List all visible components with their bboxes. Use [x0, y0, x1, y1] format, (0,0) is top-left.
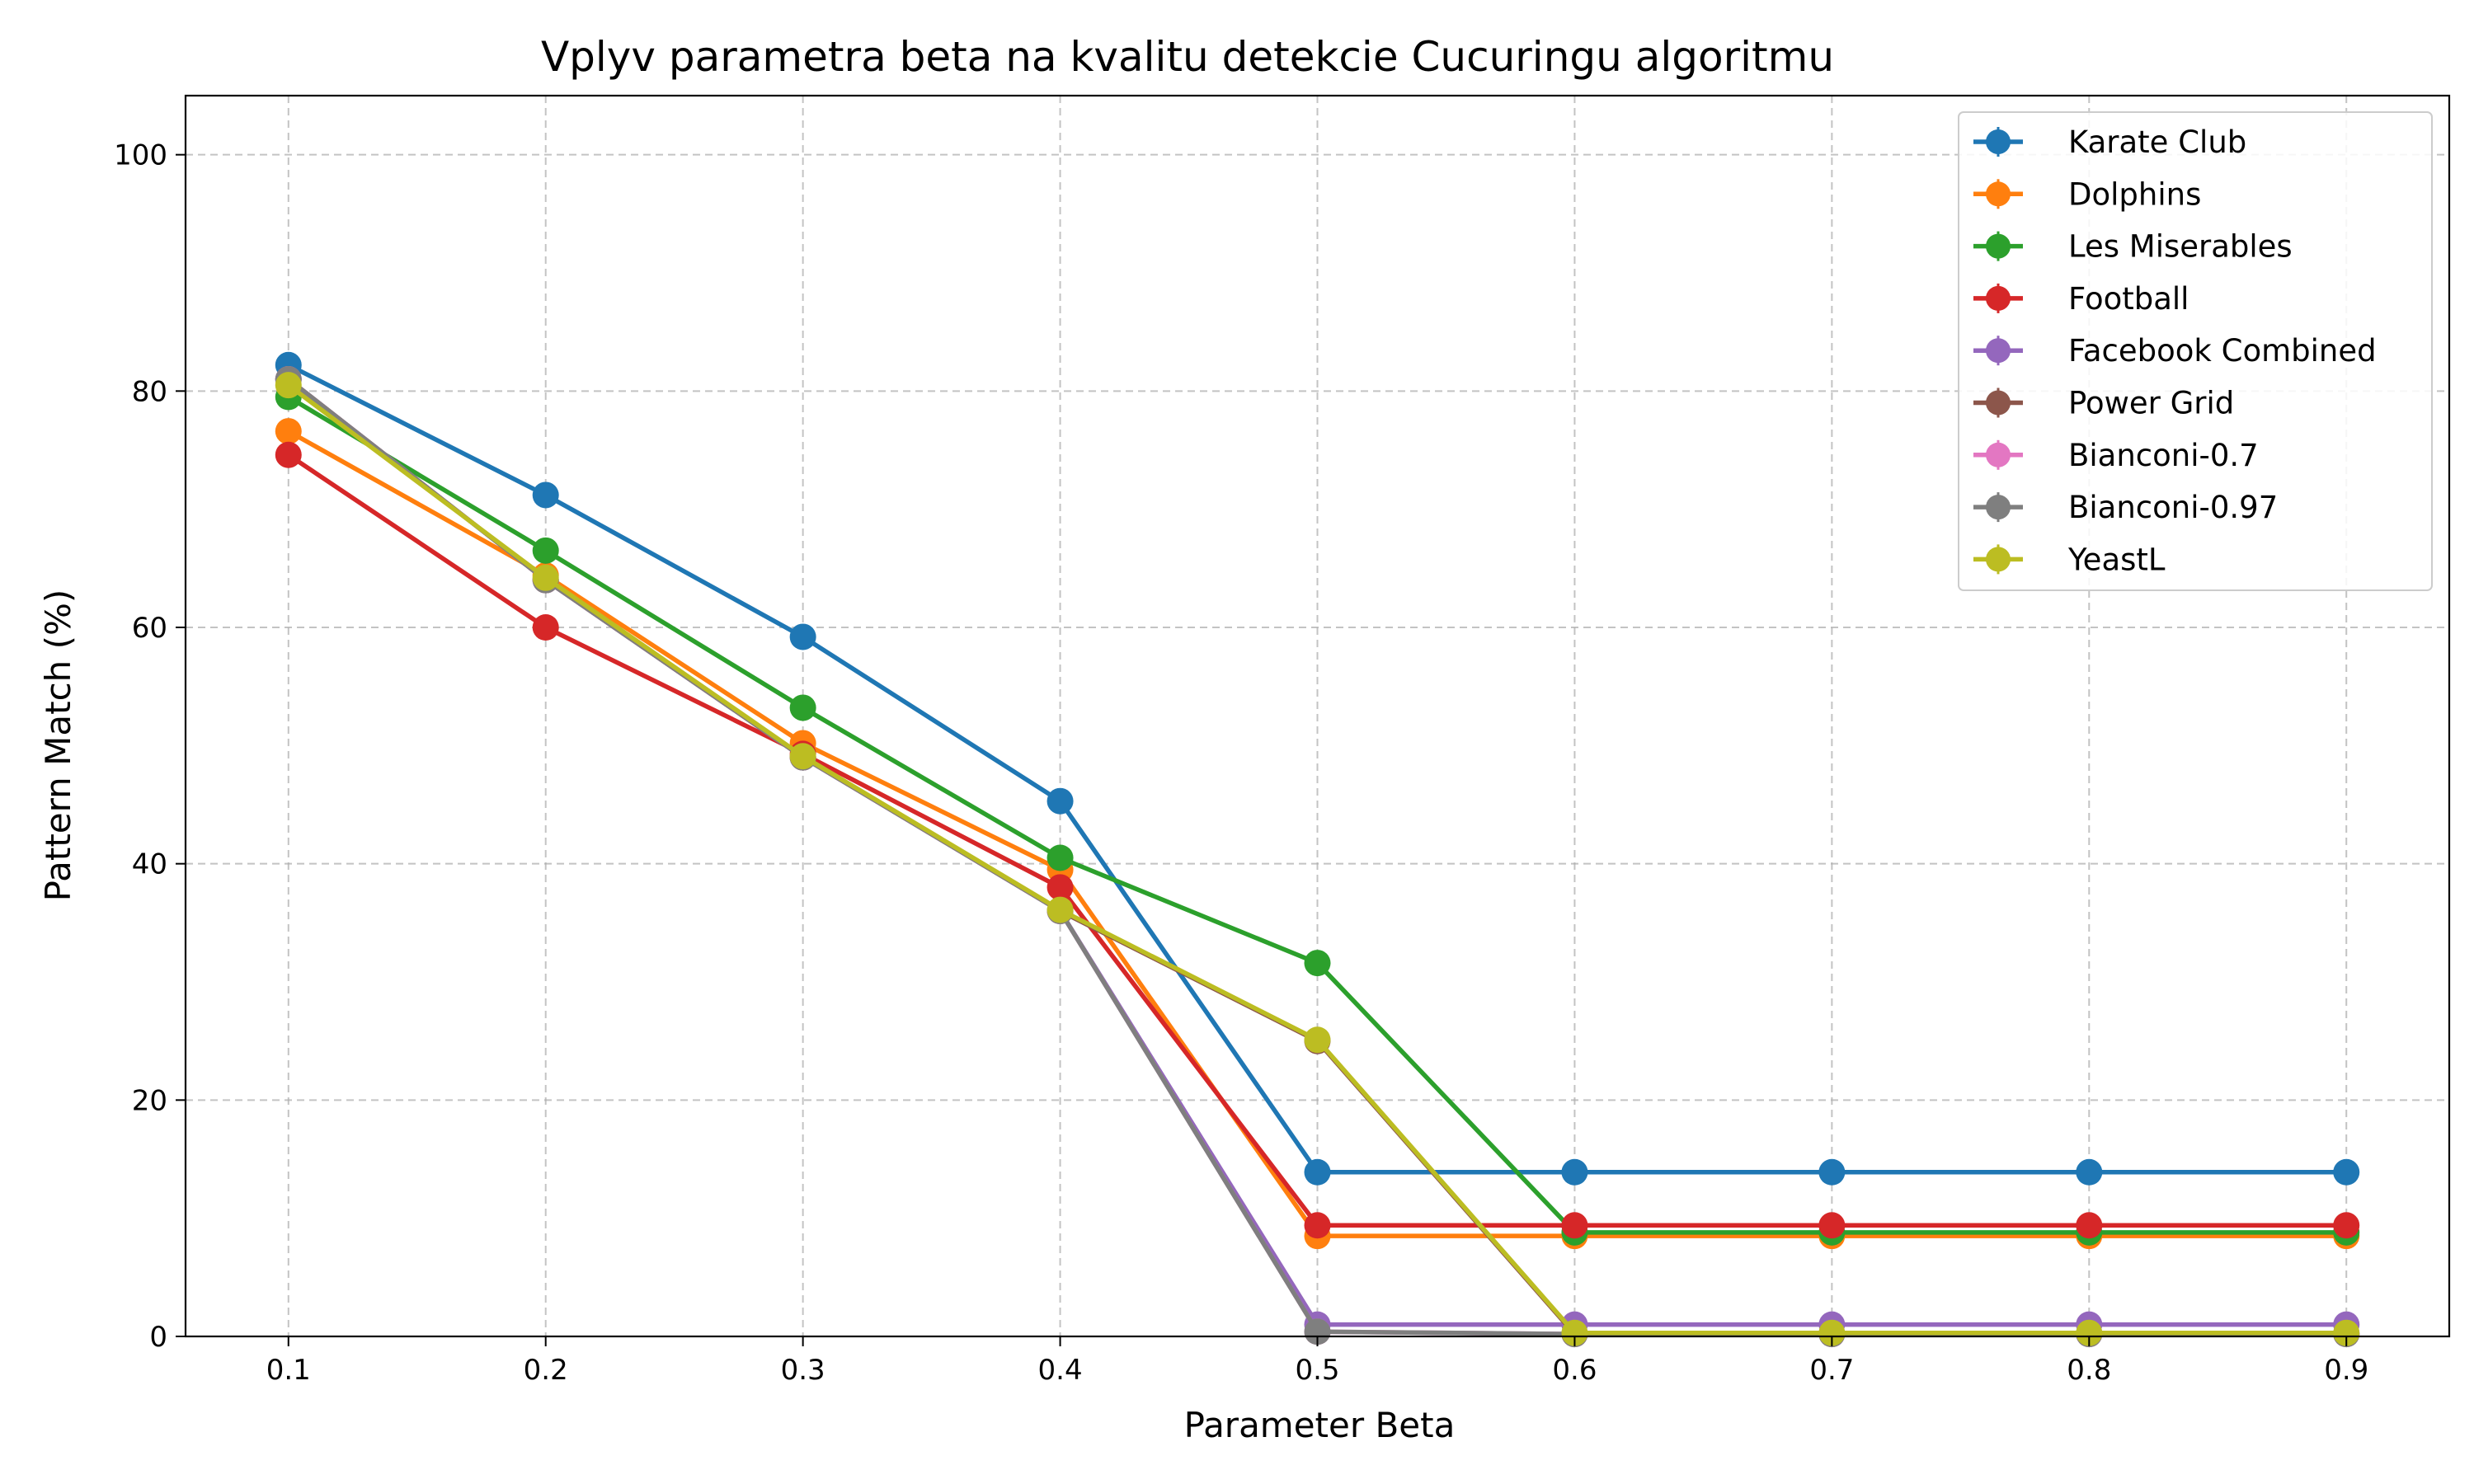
data-point — [1561, 1158, 1588, 1186]
data-point — [1304, 1212, 1331, 1239]
legend-marker — [1986, 442, 2011, 467]
legend-item: Power Grid — [1973, 386, 2234, 421]
data-point — [789, 743, 816, 770]
legend-item: Football — [1973, 281, 2189, 317]
data-point — [1561, 1319, 1588, 1346]
x-tick-label: 0.7 — [1809, 1354, 1854, 1387]
legend-label: Bianconi-0.7 — [2068, 438, 2259, 473]
legend-marker — [1986, 285, 2011, 311]
legend-item: Bianconi-0.7 — [1973, 438, 2259, 473]
y-tick-label: 0 — [149, 1321, 167, 1354]
data-point — [2076, 1158, 2103, 1186]
legend-label: Les Miserables — [2068, 229, 2293, 265]
data-point — [1561, 1212, 1588, 1239]
y-axis-title: Pattern Match (%) — [38, 589, 78, 902]
x-tick-label: 0.9 — [2324, 1354, 2368, 1387]
legend-label: Facebook Combined — [2068, 333, 2377, 369]
data-point — [532, 614, 559, 641]
x-tick-label: 0.2 — [524, 1354, 568, 1387]
x-tick-label: 0.4 — [1038, 1354, 1083, 1387]
series-football — [275, 441, 2360, 1239]
data-point — [1818, 1212, 1846, 1239]
legend-label: Football — [2068, 281, 2189, 317]
data-point — [1304, 1318, 1331, 1345]
x-tick-label: 0.3 — [781, 1354, 825, 1387]
legend-label: Bianconi-0.97 — [2068, 490, 2278, 525]
data-point — [1818, 1319, 1846, 1346]
legend-item: Facebook Combined — [1973, 333, 2377, 369]
y-tick-label: 100 — [114, 139, 167, 172]
y-tick-label: 20 — [132, 1084, 167, 1117]
legend-marker — [1986, 233, 2011, 259]
y-tick-label: 60 — [132, 612, 167, 645]
data-point — [275, 418, 302, 445]
x-tick-label: 0.6 — [1552, 1354, 1597, 1387]
legend-label: Dolphins — [2068, 176, 2201, 212]
data-point — [1047, 896, 1074, 923]
data-point — [1304, 1026, 1331, 1054]
legend-label: Karate Club — [2068, 124, 2246, 160]
legend-marker — [1986, 547, 2011, 572]
legend-item: Karate Club — [1973, 124, 2246, 160]
data-point — [532, 481, 559, 509]
data-point — [275, 441, 302, 468]
axis-ticks: 0.1 0.2 0.3 0.4 0.5 0.6 0.7 0.8 0.9 0 20 40 60 80 100 — [114, 139, 2368, 1387]
legend-item: YeastL — [1973, 542, 2166, 577]
legend-box — [1958, 111, 2433, 591]
legend-marker — [1986, 129, 2011, 154]
data-point — [789, 623, 816, 650]
y-tick-label: 80 — [132, 375, 167, 408]
legend-label: YeastL — [2067, 542, 2166, 577]
data-point — [2333, 1212, 2360, 1239]
legend-item: Les Miserables — [1973, 229, 2293, 265]
data-point — [532, 537, 559, 564]
legend-marker — [1986, 495, 2011, 520]
data-point — [275, 372, 302, 399]
data-point — [1047, 874, 1074, 901]
series-layer — [275, 351, 2360, 1348]
data-point — [2076, 1212, 2103, 1239]
x-tick-label: 0.1 — [266, 1354, 311, 1387]
data-point — [532, 564, 559, 591]
data-point — [1304, 950, 1331, 977]
series-yeastl — [275, 372, 2360, 1346]
x-tick-label: 0.5 — [1295, 1354, 1339, 1387]
legend-item: Bianconi-0.97 — [1973, 490, 2278, 525]
legend-marker — [1986, 338, 2011, 364]
legend-item: Dolphins — [1973, 176, 2201, 212]
data-point — [1047, 787, 1074, 815]
x-tick-label: 0.8 — [2067, 1354, 2111, 1387]
chart-title: Vplyv parametra beta na kvalitu detekcie… — [541, 33, 1834, 81]
legend-marker — [1986, 390, 2011, 416]
data-point — [1818, 1158, 1846, 1186]
data-point — [1047, 844, 1074, 871]
x-axis-title: Parameter Beta — [1184, 1405, 1456, 1445]
data-point — [789, 694, 816, 721]
data-point — [2076, 1319, 2103, 1346]
data-point — [1304, 1158, 1331, 1186]
legend-label: Power Grid — [2068, 386, 2234, 421]
data-point — [2333, 1158, 2360, 1186]
legend: Karate Club Dolphins Les Miserables Footbal… — [1958, 111, 2433, 591]
y-tick-label: 40 — [132, 848, 167, 881]
legend-marker — [1986, 181, 2011, 207]
data-point — [2333, 1319, 2360, 1346]
